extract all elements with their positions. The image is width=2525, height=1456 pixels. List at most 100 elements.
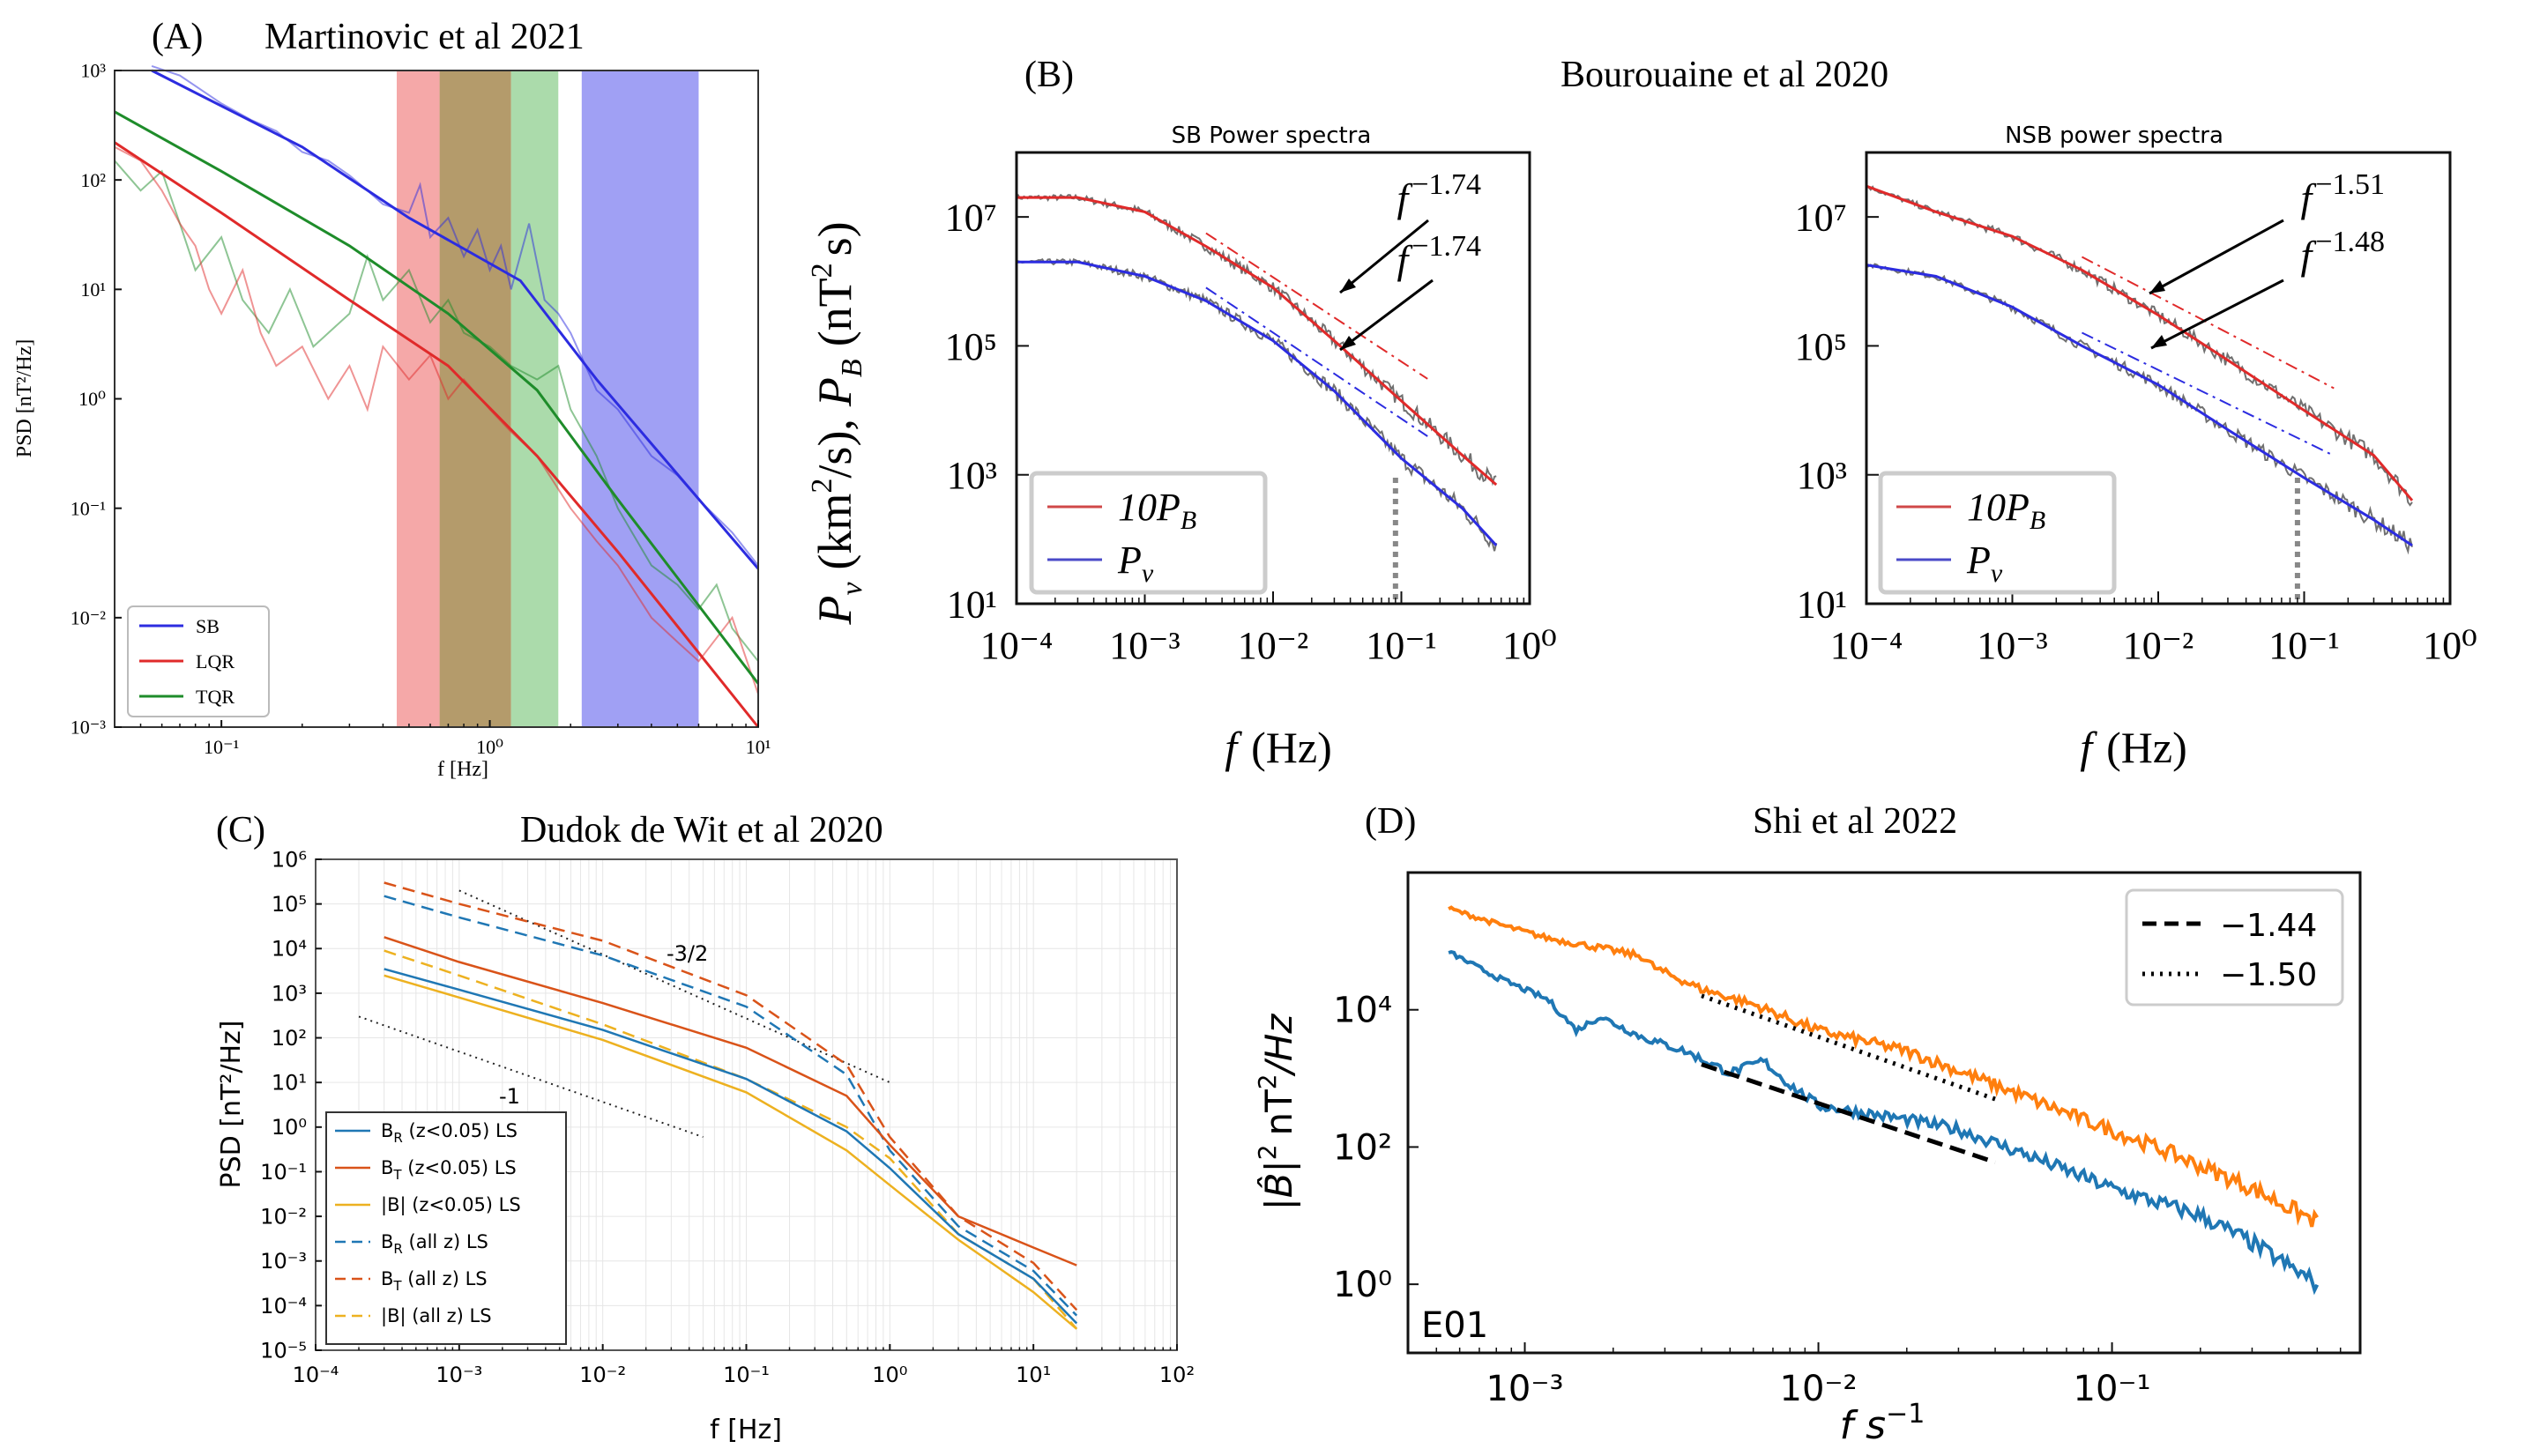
panel-c-ytick-label: 10⁻³ [260,1249,307,1274]
panel-c-ytick-label: 10⁵ [272,892,307,917]
panel-c-legend-main: B [381,1120,393,1141]
panel-c-series [384,974,1078,1330]
panel-b-source: Bourouaine et al 2020 [1560,55,1888,95]
panel-b-sb-xtick-label: 10⁻² [1238,624,1308,667]
panel-d-series-blue [1448,950,2320,1296]
panel-b-sb-ann1: f −1.74 [1397,168,1481,220]
panel-b-nsb-xtick-label: 10⁻² [2123,624,2194,667]
panel-c-slope2: -1 [499,1084,520,1109]
panel-a-fit-lqr [114,141,760,728]
panel-b: (B) Bourouaine et al 2020 Pv(km2/s),PB(n… [806,55,2477,772]
panel-c-ytick-label: 10² [272,1026,307,1051]
panel-a-xlabel: f [Hz] [437,758,488,781]
panel-c-legend-main: B [381,1231,393,1252]
panel-a-band [510,71,559,727]
panel-b-nsb-ann1: f −1.51 [2301,168,2385,220]
panel-b-nsb-ytick-label: 10¹ [1797,583,1847,626]
panel-c-xtick-label: 10⁰ [872,1363,907,1387]
panel-b-nsb-fit-pb [1866,184,2414,501]
panel-c-legend-label: |B| (z<0.05) LS [381,1194,521,1216]
panel-b-sb-legend-pv: Pv [1117,539,1154,588]
panel-a-ytick-label: 10² [80,169,106,191]
panel-d-series-orange [1448,905,2319,1228]
panel-b-nsb-xtick-label: 10⁻¹ [2268,624,2339,667]
panel-a-ytick-label: 10⁻³ [71,717,107,739]
panel-c-legend-rest: (all z) LS [406,1305,492,1326]
panel-c-legend-sub: R [393,1130,402,1146]
panel-c-legend-rest: (all z) LS [403,1231,488,1252]
panel-c-legend-main: |B| [381,1305,406,1327]
panel-b-nsb-legend-box [1878,471,2117,595]
panel-d-ytick-label: 10² [1333,1127,1392,1168]
panel-a-raw-sb [151,64,759,567]
panel-c-legend-box [325,1111,567,1345]
panel-b-sb-ytick-label: 10¹ [947,583,997,626]
panel-b-sb-fit-pb [1017,196,1498,487]
panel-c-slope1: -3/2 [667,941,708,966]
panel-b-nsb-arrow1 [2149,219,2284,295]
panel-c-series [384,881,1078,1311]
panel-c-xtick-label: 10⁻⁴ [293,1363,339,1387]
panel-c-legend-label: BR (all z) LS [381,1231,488,1257]
panel-b-nsb-arrow2 [2150,279,2284,350]
panel-b-nsb-powerlaw-pb [2082,256,2335,390]
panel-c-source: Dudok de Wit et al 2020 [520,810,883,851]
panel-b-sb-ann2: f −1.74 [1397,230,1481,282]
panel-a-band [581,71,699,727]
panel-d-legend: −1.44 −1.50 [2125,888,2344,1007]
panel-b-sb-legend-pb: 10PB [1118,486,1196,535]
panel-d-source: Shi et al 2022 [1753,801,1957,842]
panel-d-inner-label: E01 [1421,1305,1488,1346]
panel-c-series [384,895,1078,1317]
panel-c-ytick-label: 10⁻¹ [260,1160,307,1185]
panel-c-letter: (C) [216,810,265,851]
panel-d-fit-dashed [1701,1062,1996,1165]
panel-b-sb-xtick-label: 10⁻³ [1109,624,1180,667]
panel-c-ytick-label: 10⁻² [260,1204,307,1229]
panel-a-ytick-label: 10⁻¹ [71,497,106,519]
panel-c-legend-rest: (all z) LS [402,1268,488,1289]
panel-b-nsb-ytick-label: 10⁵ [1795,325,1847,368]
panel-a-band [439,71,511,727]
panel-c-legend-main: B [381,1157,393,1178]
panel-c-ytick-label: 10¹ [272,1071,307,1096]
panel-c-legend-sub: T [392,1167,402,1183]
panel-c-ytick-label: 10³ [272,981,307,1006]
panel-b-nsb-legend-pv: Pv [1966,539,2003,588]
panel-c-legend-sub: R [393,1241,402,1257]
panel-a-ylabel: PSD [nT²/Hz] [13,339,36,458]
panel-a-letter: (A) [152,17,203,57]
panel-b-sb-ytick-label: 10⁷ [945,197,997,240]
panel-b-sb-arrowhead1 [1340,279,1356,293]
panel-a-xtick-label: 10¹ [746,736,771,758]
panel-b-nsb-xtick-label: 10⁰ [2423,624,2477,667]
panel-b-sb-title: SB Power spectra [1172,123,1372,149]
panel-a-fit-tqr [114,110,760,685]
panel-b-sb-powerlaw-pv [1205,286,1428,437]
panel-c-legend-rest: (z<0.05) LS [406,1194,521,1215]
panel-c-legend-rest: (z<0.05) LS [402,1157,517,1178]
panel-c-ytick-label: 10⁰ [272,1115,307,1140]
panel-b-sb-xtick-label: 10⁰ [1502,624,1557,667]
panel-b-sb-xtick-label: 10⁻¹ [1366,624,1436,667]
panel-a-xtick-label: 10⁻¹ [204,736,239,758]
legend-tqr-label: TQR [196,686,235,708]
panel-d: (D) Shi et al 2022 10⁻³ 10⁻² 10⁻¹ 10⁰ 10² 10⁴… [1253,801,2362,1448]
panel-d-ytick-label: 10⁴ [1333,991,1392,1031]
panel-b-nsb-xtick-label: 10⁻⁴ [1830,624,1903,667]
panel-d-xtick-label: 10⁻³ [1486,1369,1563,1409]
panel-c-reference-slope [358,1015,704,1138]
panel-b-sb-arrow2 [1339,279,1434,352]
panel-b-sb-powerlaw-pb [1205,232,1428,380]
legend-sb-label: SB [196,615,220,637]
panel-a-ytick-label: 10³ [80,60,106,82]
panel-c-xtick-label: 10¹ [1016,1363,1051,1387]
panel-c-series [384,968,1078,1325]
panel-d-legend-box [2125,888,2344,1007]
panel-c-xtick-label: 10⁻¹ [723,1363,770,1387]
panel-c-legend-sub: T [392,1278,402,1294]
panel-c-xtick-label: 10⁻² [579,1363,626,1387]
panel-c-ylabel: PSD [nT²/Hz] [216,1021,247,1189]
